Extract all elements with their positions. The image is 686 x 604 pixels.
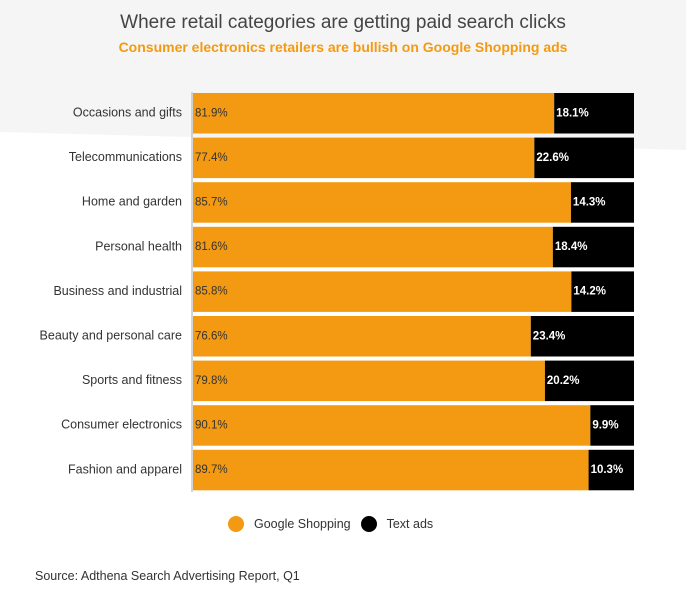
chart-title: Where retail categories are getting paid… [120, 12, 566, 33]
data-label-google-shopping: 85.7% [195, 196, 228, 208]
bar-text-ads [552, 226, 634, 268]
category-label: Telecommunications [69, 150, 182, 164]
data-label-google-shopping: 77.4% [195, 152, 228, 164]
category-label: Business and industrial [53, 284, 182, 298]
data-label-google-shopping: 89.7% [195, 464, 228, 476]
bar-text-ads [570, 182, 634, 223]
bar-text-ads [590, 405, 634, 446]
data-label-google-shopping: 81.6% [195, 241, 228, 253]
bar-text-ads [571, 271, 634, 312]
category-label: Beauty and personal care [40, 329, 183, 343]
bar-text-ads [554, 93, 634, 134]
data-label-text-ads: 10.3% [591, 464, 624, 476]
bar-google-shopping [193, 316, 531, 357]
category-label: Sports and fitness [82, 373, 182, 387]
data-label-text-ads: 20.2% [547, 375, 580, 387]
bar-google-shopping [193, 271, 572, 312]
chart-subtitle: Consumer electronics retailers are bulli… [118, 39, 568, 55]
data-label-google-shopping: 79.8% [195, 375, 228, 387]
data-label-google-shopping: 76.6% [195, 330, 228, 342]
source-note: Source: Adthena Search Advertising Repor… [35, 569, 300, 583]
data-label-google-shopping: 85.8% [195, 286, 228, 298]
data-label-text-ads: 22.6% [536, 152, 569, 164]
data-label-text-ads: 23.4% [533, 330, 566, 342]
data-label-google-shopping: 90.1% [195, 419, 228, 431]
bar-google-shopping [193, 449, 589, 491]
bar-google-shopping [193, 137, 535, 179]
legend-swatch-text-ads [360, 516, 377, 532]
category-label: Consumer electronics [61, 418, 182, 432]
legend: Google Shopping Text ads [228, 516, 443, 532]
data-label-google-shopping: 81.9% [195, 107, 228, 119]
bar-text-ads [534, 137, 634, 179]
bar-google-shopping [193, 182, 571, 223]
data-label-text-ads: 9.9% [592, 419, 618, 431]
category-label: Occasions and gifts [73, 106, 182, 120]
bar-google-shopping [193, 405, 591, 446]
legend-label-text-ads: Text ads [386, 517, 434, 531]
bar-google-shopping [193, 93, 555, 134]
data-label-text-ads: 18.1% [556, 107, 589, 119]
category-label: Home and garden [82, 195, 182, 209]
bar-text-ads [530, 316, 634, 357]
data-label-text-ads: 18.4% [555, 241, 588, 253]
data-label-text-ads: 14.3% [573, 196, 606, 208]
bar-google-shopping [193, 360, 545, 402]
bar-text-ads [544, 360, 634, 402]
legend-item-google-shopping: Google Shopping [228, 516, 351, 532]
legend-label-google-shopping: Google Shopping [254, 517, 351, 531]
legend-swatch-google-shopping [228, 516, 244, 532]
data-label-text-ads: 14.2% [573, 286, 606, 298]
category-label: Fashion and apparel [68, 462, 182, 476]
bar-text-ads [588, 449, 634, 491]
category-label: Personal health [95, 239, 182, 253]
bar-google-shopping [193, 226, 553, 268]
legend-item-text-ads: Text ads [360, 516, 434, 532]
